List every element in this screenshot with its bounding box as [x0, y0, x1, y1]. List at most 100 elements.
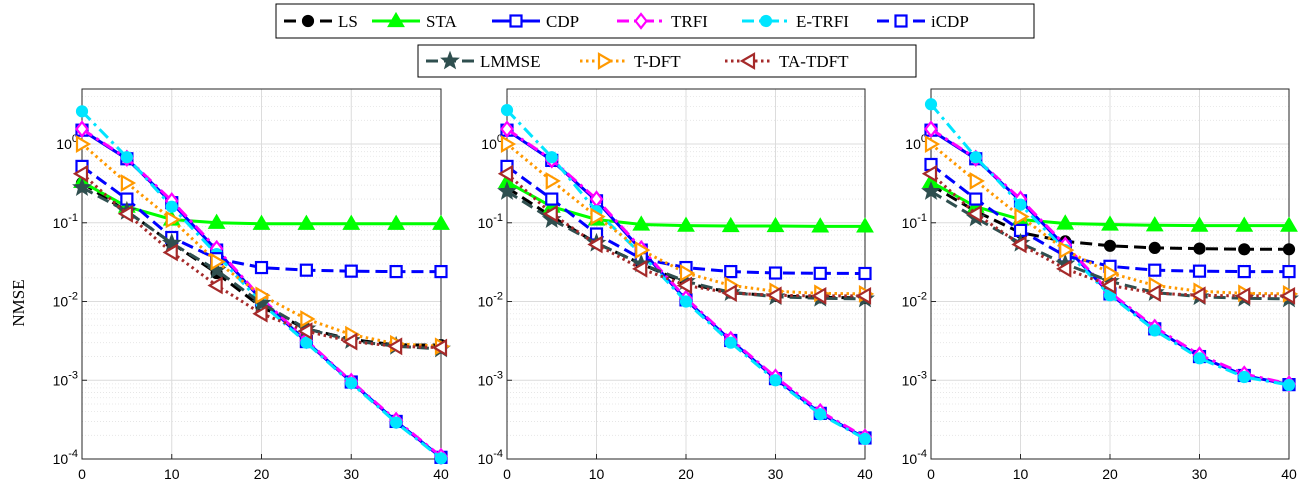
- series-line: [81, 127, 442, 458]
- legend-entry-trfi: TRFI: [617, 12, 708, 31]
- y-tick-label: 10-3: [478, 369, 503, 388]
- data-point: [766, 216, 785, 233]
- data-point: [120, 174, 137, 192]
- data-point: [724, 264, 738, 279]
- data-point: [207, 213, 226, 229]
- data-point: [297, 214, 316, 230]
- series-ta-tdft: [497, 164, 872, 305]
- legend-label: LS: [338, 12, 358, 31]
- legend-marker: [301, 14, 315, 28]
- data-point: [500, 135, 517, 153]
- legend-label: STA: [426, 12, 457, 31]
- data-point: [1238, 370, 1251, 384]
- data-point: [342, 332, 358, 351]
- data-point: [590, 207, 606, 226]
- x-tick-label: 0: [503, 466, 511, 482]
- y-tick-label: 100: [905, 133, 927, 152]
- series-line: [506, 142, 866, 296]
- data-point: [969, 151, 982, 164]
- x-tick-label: 40: [433, 466, 449, 482]
- data-point: [679, 295, 693, 308]
- panel-left: 0 10 20 30 40 100 10-1 10-2 10-3 10-4: [53, 88, 451, 482]
- data-point: [721, 216, 740, 233]
- data-point: [1193, 242, 1206, 255]
- data-point: [724, 336, 737, 349]
- legend-row-2: [417, 44, 917, 78]
- legend-label: TRFI: [671, 12, 708, 31]
- y-tick-label: 10-1: [53, 212, 78, 231]
- data-point: [1282, 378, 1296, 392]
- panel-right: 0 10 20 30 40 100 10-1 10-2 10-3 10-4: [902, 88, 1299, 482]
- data-point: [1148, 241, 1161, 254]
- y-axis-label: NMSE: [9, 279, 28, 326]
- data-point: [120, 151, 133, 164]
- data-point: [924, 98, 938, 111]
- series-ta-tdft: [921, 164, 1296, 305]
- data-point: [390, 416, 403, 429]
- data-point: [1145, 284, 1161, 302]
- y-tick-label: 10-2: [902, 291, 927, 310]
- data-point: [1279, 286, 1296, 305]
- data-point: [677, 216, 695, 232]
- data-point: [632, 259, 648, 278]
- legend-marker: [440, 50, 460, 70]
- data-point: [1103, 239, 1117, 252]
- legend-label: CDP: [546, 12, 579, 31]
- data-point: [251, 292, 272, 312]
- data-point: [921, 164, 938, 183]
- data-point: [165, 200, 178, 213]
- series-line: [929, 172, 1289, 298]
- data-point: [300, 310, 316, 328]
- data-point: [1193, 352, 1206, 365]
- series-e-trfi: [924, 98, 1296, 392]
- data-point: [966, 204, 982, 223]
- x-tick-label: 10: [164, 466, 180, 482]
- legend-entry-ls: LS: [284, 12, 358, 31]
- data-point: [1190, 216, 1209, 232]
- data-point: [1190, 286, 1206, 305]
- data-point: [497, 164, 514, 183]
- data-point: [434, 264, 448, 279]
- y-tick-label: 100: [56, 133, 78, 152]
- data-point: [813, 266, 827, 280]
- x-tick-label: 20: [1102, 466, 1118, 482]
- data-point: [300, 336, 313, 349]
- data-point: [345, 377, 358, 390]
- legend-entry-lmmse: LMMSE: [426, 50, 540, 71]
- legend-marker: [509, 14, 523, 28]
- data-point: [1237, 264, 1251, 279]
- series-icdp: [500, 159, 872, 281]
- data-point: [72, 177, 92, 196]
- legend-entry-cdp: CDP: [492, 12, 579, 31]
- data-point: [1192, 264, 1207, 278]
- y-tick-label: 10-4: [53, 448, 78, 467]
- legend-entry-t-dft: T-DFT: [580, 52, 681, 71]
- data-point: [434, 452, 448, 465]
- data-point: [342, 214, 361, 230]
- x-tick-label: 10: [589, 466, 605, 482]
- data-point: [542, 204, 558, 223]
- data-point: [587, 235, 603, 254]
- data-point: [1148, 324, 1161, 337]
- data-point: [1101, 215, 1119, 231]
- data-point: [1238, 243, 1251, 256]
- legend-entry-icdp: iCDP: [877, 12, 969, 31]
- data-point: [1014, 198, 1027, 211]
- y-tick-label: 10-2: [53, 291, 78, 310]
- data-point: [165, 210, 181, 229]
- data-point: [768, 266, 783, 280]
- data-point: [1282, 264, 1296, 279]
- data-point: [1056, 214, 1075, 230]
- y-tick-label: 10-3: [902, 369, 927, 388]
- data-point: [497, 181, 517, 200]
- legend-entry-ta-tdft: TA-TDFT: [725, 52, 849, 71]
- data-point: [969, 172, 985, 190]
- data-point: [207, 276, 223, 295]
- data-point: [858, 432, 872, 445]
- data-point: [255, 286, 271, 305]
- data-point: [545, 151, 558, 164]
- series-t-dft: [500, 135, 875, 303]
- data-point: [1011, 235, 1027, 254]
